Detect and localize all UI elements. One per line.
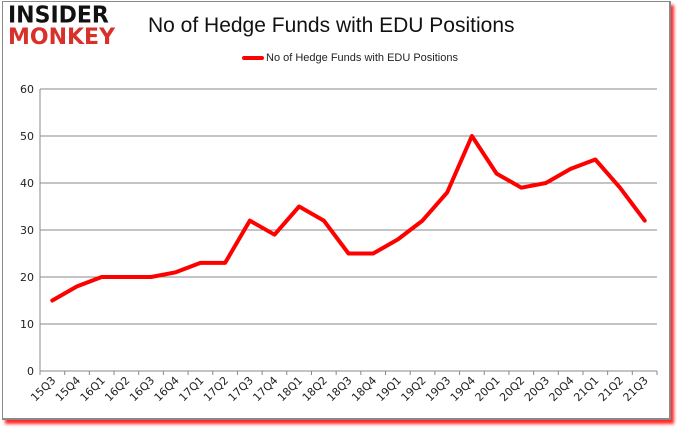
legend-label: No of Hedge Funds with EDU Positions	[266, 52, 458, 64]
x-tick-label: 17Q1	[176, 374, 206, 404]
x-tick-label: 20Q4	[547, 374, 577, 404]
x-tick-label: 19Q1	[374, 374, 404, 404]
x-tick-label: 18Q4	[349, 374, 379, 404]
x-tick-label: 18Q3	[324, 374, 354, 404]
y-tick-label: 0	[27, 365, 34, 378]
x-tick-label: 20Q2	[497, 374, 527, 404]
chart-frame	[2, 1, 671, 420]
x-tick-label: 21Q1	[571, 374, 601, 404]
data-series-line	[50, 134, 647, 303]
y-tick-label: 40	[20, 177, 34, 190]
chart-title: No of Hedge Funds with EDU Positions	[148, 14, 515, 37]
x-tick-label: 21Q2	[596, 374, 626, 404]
x-tick-label: 19Q2	[398, 374, 428, 404]
x-tick-label: 20Q1	[473, 374, 503, 404]
y-tick-label: 30	[20, 224, 34, 237]
x-tick-label: 17Q2	[201, 374, 231, 404]
x-tick-label: 21Q3	[621, 374, 651, 404]
x-tick-label: 16Q2	[102, 374, 132, 404]
x-tick-label: 16Q1	[78, 374, 108, 404]
y-tick-label: 50	[20, 130, 34, 143]
x-tick-label: 15Q3	[28, 374, 58, 404]
y-tick-label: 10	[20, 318, 34, 331]
x-tick-label: 18Q2	[300, 374, 330, 404]
x-tick-label: 19Q3	[423, 374, 453, 404]
y-tick-label: 20	[20, 271, 34, 284]
x-tick-label: 16Q4	[152, 374, 182, 404]
logo-line-1: INSIDER	[8, 2, 109, 29]
y-tick-label: 60	[20, 83, 34, 96]
logo-line-2: MONKEY	[8, 25, 116, 50]
chart-legend: No of Hedge Funds with EDU Positions	[170, 52, 530, 64]
x-tick-label: 17Q3	[226, 374, 256, 404]
x-tick-label: 19Q4	[448, 374, 478, 404]
insider-monkey-logo: INSIDER MONKEY	[8, 2, 116, 50]
x-tick-label: 18Q1	[275, 374, 305, 404]
x-tick-label: 15Q4	[53, 374, 83, 404]
legend-line-swatch-icon	[242, 56, 264, 60]
x-tick-label: 20Q3	[522, 374, 552, 404]
x-tick-label: 16Q3	[127, 374, 157, 404]
x-tick-label: 17Q4	[250, 374, 280, 404]
